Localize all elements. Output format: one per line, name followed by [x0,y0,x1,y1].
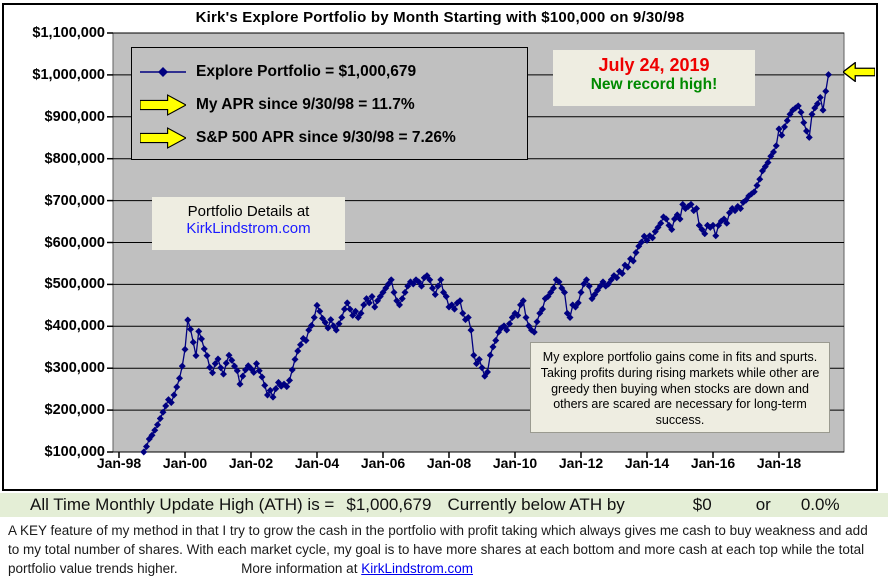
yellow-arrow-left-icon [841,61,876,83]
y-tick-label: $700,000 [44,192,105,209]
annotation-box: My explore portfolio gains come in fits … [530,342,830,433]
x-tick-label: Jan-10 [492,455,538,471]
record-high-callout: July 24, 2019 New record high! [553,50,755,106]
y-tick-label: $1,100,000 [32,25,105,41]
legend-explore-label: Explore Portfolio = $1,000,679 [196,62,417,80]
legend-row-my-apr: My APR since 9/30/98 = 11.7% [132,88,527,121]
ath-value: $1,000,679 [346,495,432,514]
y-tick-label: $100,000 [44,444,105,460]
y-tick-label: $900,000 [44,108,105,125]
legend-my-apr-label: My APR since 9/30/98 = 11.7% [196,95,415,113]
chart-title: Kirk's Explore Portfolio by Month Starti… [195,9,685,26]
legend-row-explore: Explore Portfolio = $1,000,679 [132,55,527,88]
kirklindstrom-link[interactable]: KirkLindstrom.com [361,561,473,577]
details-site-text: KirkLindstrom.com [186,220,311,237]
x-tick-label: Jan-98 [96,455,142,471]
yellow-arrow-right-icon [140,93,186,116]
y-tick-label: $500,000 [44,276,105,293]
below-ath-amount: $0 [692,495,712,514]
callout-date: July 24, 2019 [598,55,710,75]
callout-note: New record high! [590,76,718,93]
below-ath-percent: 0.0% [800,495,840,514]
x-tick-label: Jan-06 [360,455,406,471]
more-info-label: More information at [241,561,358,577]
legend: Explore Portfolio = $1,000,679 My APR si… [131,47,528,160]
x-tick-label: Jan-12 [558,455,604,471]
y-tick-label: $800,000 [44,150,105,167]
legend-row-sp500-apr: S&P 500 APR since 9/30/98 = 7.26% [132,121,527,154]
y-tick-label: $1,000,000 [32,66,105,83]
portfolio-chart: Kirk's Explore Portfolio by Month Starti… [2,3,878,491]
line-marker-icon [140,66,186,77]
y-tick-label: $400,000 [44,318,105,335]
method-description: A KEY feature of my method in that I try… [8,521,880,577]
x-tick-label: Jan-18 [756,455,802,471]
x-tick-label: Jan-00 [162,455,208,471]
yellow-arrow-right-icon [140,126,186,149]
x-tick-label: Jan-04 [294,455,340,471]
y-tick-label: $300,000 [44,360,105,377]
x-tick-label: Jan-02 [228,455,274,471]
details-line1: Portfolio Details at [187,203,310,220]
legend-sp500-apr-label: S&P 500 APR since 9/30/98 = 7.26% [196,128,456,146]
method-paragraph: A KEY feature of my method in that I try… [8,523,868,577]
or-label: or [755,495,771,514]
details-box: Portfolio Details at KirkLindstrom.com [152,197,345,250]
x-tick-label: Jan-14 [624,455,670,471]
y-tick-label: $200,000 [44,402,105,419]
ath-status-bar: All Time Monthly Update High (ATH) is = … [0,493,888,517]
y-tick-label: $600,000 [44,234,105,251]
ath-label: All Time Monthly Update High (ATH) is = [30,495,335,514]
below-ath-label: Currently below ATH by [447,495,625,514]
x-tick-label: Jan-08 [426,455,472,471]
x-tick-label: Jan-16 [690,455,736,471]
